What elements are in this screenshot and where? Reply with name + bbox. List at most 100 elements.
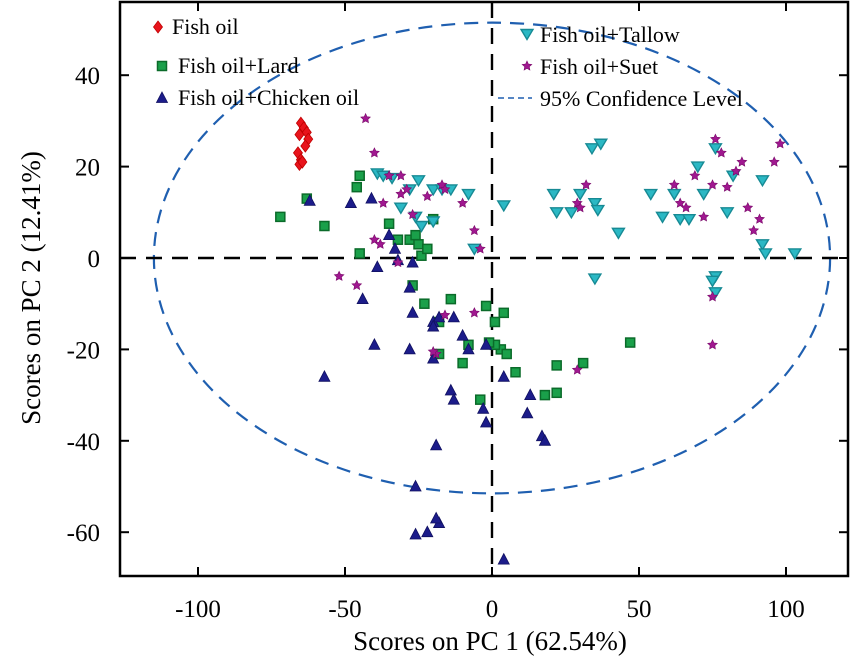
point-fish-oil-suet bbox=[368, 147, 380, 158]
point-fish-oil-chicken-oil bbox=[538, 433, 552, 446]
y-tick-label: -60 bbox=[67, 520, 100, 547]
point-fish-oil-lard bbox=[480, 300, 492, 312]
legend-marker-fish-oil bbox=[153, 20, 163, 34]
point-fish-oil-suet bbox=[421, 190, 433, 201]
point-fish-oil-suet bbox=[668, 179, 680, 190]
point-fish-oil-suet bbox=[383, 169, 395, 181]
point-fish-oil-chicken-oil bbox=[344, 196, 358, 209]
y-tick-label: 20 bbox=[75, 155, 100, 182]
legend-marker-fish-oil-chicken-oil bbox=[155, 91, 169, 103]
point-fish-oil-suet bbox=[439, 309, 451, 320]
point-fish-oil-suet bbox=[427, 345, 439, 357]
legend-marker-fish-oil-lard bbox=[156, 60, 168, 72]
point-fish-oil-suet bbox=[754, 213, 765, 224]
point-fish-oil-chicken-oil bbox=[356, 292, 369, 305]
point-fish-oil-chicken-oil bbox=[409, 527, 422, 540]
point-fish-oil-suet bbox=[736, 156, 748, 167]
point-fish-oil-suet bbox=[401, 183, 413, 195]
point-fish-oil-chicken-oil bbox=[429, 511, 443, 524]
point-fish-oil-chicken-oil bbox=[409, 479, 422, 492]
point-fish-oil-suet bbox=[474, 243, 486, 254]
point-fish-oil-chicken-oil bbox=[462, 342, 475, 355]
point-fish-oil-tallow bbox=[611, 227, 626, 240]
point-fish-oil-lard bbox=[457, 357, 468, 369]
point-fish-oil-suet bbox=[360, 112, 371, 124]
point-fish-oil-suet bbox=[574, 201, 586, 213]
point-fish-oil-lard bbox=[416, 250, 427, 261]
point-fish-oil-tallow bbox=[690, 161, 706, 174]
point-fish-oil-chicken-oil bbox=[382, 228, 396, 241]
point-fish-oil-lard bbox=[445, 293, 457, 305]
y-tick-label: -20 bbox=[67, 337, 100, 364]
point-fish-oil-suet bbox=[468, 224, 480, 236]
point-fish-oil-tallow bbox=[411, 175, 426, 188]
point-fish-oil-tallow bbox=[549, 207, 564, 220]
legend-label-fish-oil: Fish oil bbox=[172, 14, 239, 39]
x-tick-label: 100 bbox=[767, 596, 805, 623]
axes: -100 -50 0 50 100 40 20 0 -20 -40 -60 bbox=[67, 0, 850, 623]
point-fish-oil-chicken-oil bbox=[456, 328, 469, 341]
point-fish-oil-chicken-oil bbox=[479, 415, 493, 428]
point-fish-oil-suet bbox=[680, 201, 692, 213]
point-fish-oil-tallow bbox=[414, 220, 429, 233]
point-fish-oil-tallow bbox=[787, 248, 803, 261]
point-fish-oil-tallow bbox=[425, 216, 441, 229]
point-fish-oil-tallow bbox=[719, 207, 735, 220]
y-tick-label: -40 bbox=[67, 429, 100, 456]
point-fish-oil-suet bbox=[351, 279, 363, 291]
point-fish-oil-suet bbox=[457, 197, 469, 208]
point-fish-oil-tallow bbox=[696, 188, 711, 201]
point-fish-oil-lard bbox=[551, 387, 562, 399]
point-fish-oil-lard bbox=[413, 239, 424, 250]
point-fish-oil-chicken-oil bbox=[429, 438, 443, 451]
x-tick-label: 0 bbox=[486, 596, 499, 623]
data-points bbox=[275, 112, 803, 565]
point-fish-oil-lard bbox=[498, 307, 510, 319]
legend-label-fish-oil-chicken-oil: Fish oil+Chicken oil bbox=[178, 85, 359, 110]
point-fish-oil-tallow bbox=[593, 138, 609, 151]
point-fish-oil-lard bbox=[275, 211, 286, 223]
series-fish-oil-chicken-oil bbox=[303, 191, 552, 565]
point-fish-oil-suet bbox=[768, 156, 780, 167]
point-fish-oil-tallow bbox=[655, 211, 670, 224]
point-fish-oil-tallow bbox=[755, 239, 770, 252]
point-fish-oil-suet bbox=[439, 183, 451, 195]
legend-marker-fish-oil-suet bbox=[521, 60, 533, 71]
point-fish-oil-chicken-oil bbox=[427, 319, 440, 332]
point-fish-oil-suet bbox=[730, 165, 742, 176]
point-fish-oil-tallow bbox=[393, 202, 409, 215]
point-fish-oil-lard bbox=[422, 243, 433, 255]
x-tick-label: -50 bbox=[328, 596, 361, 623]
plot-frame bbox=[118, 0, 850, 578]
legend-label-fish-oil-tallow: Fish oil+Tallow bbox=[540, 22, 680, 47]
point-fish-oil-tallow bbox=[755, 175, 770, 188]
series-fish-oil-tallow bbox=[370, 138, 803, 300]
legend-label-fish-oil-suet: Fish oil+Suet bbox=[540, 54, 658, 79]
point-fish-oil-chicken-oil bbox=[521, 406, 534, 419]
point-fish-oil-suet bbox=[689, 169, 701, 181]
point-fish-oil-tallow bbox=[681, 213, 697, 227]
series-fish-oil-suet bbox=[333, 112, 786, 375]
point-fish-oil-chicken-oil bbox=[365, 191, 378, 204]
point-fish-oil-chicken-oil bbox=[447, 392, 460, 405]
point-fish-oil-tallow bbox=[708, 143, 723, 156]
point-fish-oil-chicken-oil bbox=[497, 552, 510, 565]
point-fish-oil-chicken-oil bbox=[388, 241, 402, 254]
point-fish-oil-chicken-oil bbox=[371, 260, 384, 273]
point-fish-oil-suet bbox=[748, 224, 760, 236]
point-fish-oil-chicken-oil bbox=[406, 305, 419, 318]
x-tick-label: 50 bbox=[627, 596, 652, 623]
point-fish-oil-chicken-oil bbox=[403, 280, 416, 293]
point-fish-oil-chicken-oil bbox=[479, 337, 493, 350]
point-fish-oil-suet bbox=[468, 307, 480, 318]
point-fish-oil-tallow bbox=[496, 200, 511, 213]
point-fish-oil-suet bbox=[774, 138, 786, 149]
point-fish-oil-lard bbox=[501, 348, 512, 360]
point-fish-oil-suet bbox=[707, 339, 718, 350]
point-fish-oil-tallow bbox=[587, 197, 603, 211]
point-fish-oil-suet bbox=[674, 197, 686, 208]
point-fish-oil bbox=[297, 155, 308, 169]
point-fish-oil-chicken-oil bbox=[303, 194, 316, 206]
x-axis-title: Scores on PC 1 (62.54%) bbox=[353, 626, 627, 656]
